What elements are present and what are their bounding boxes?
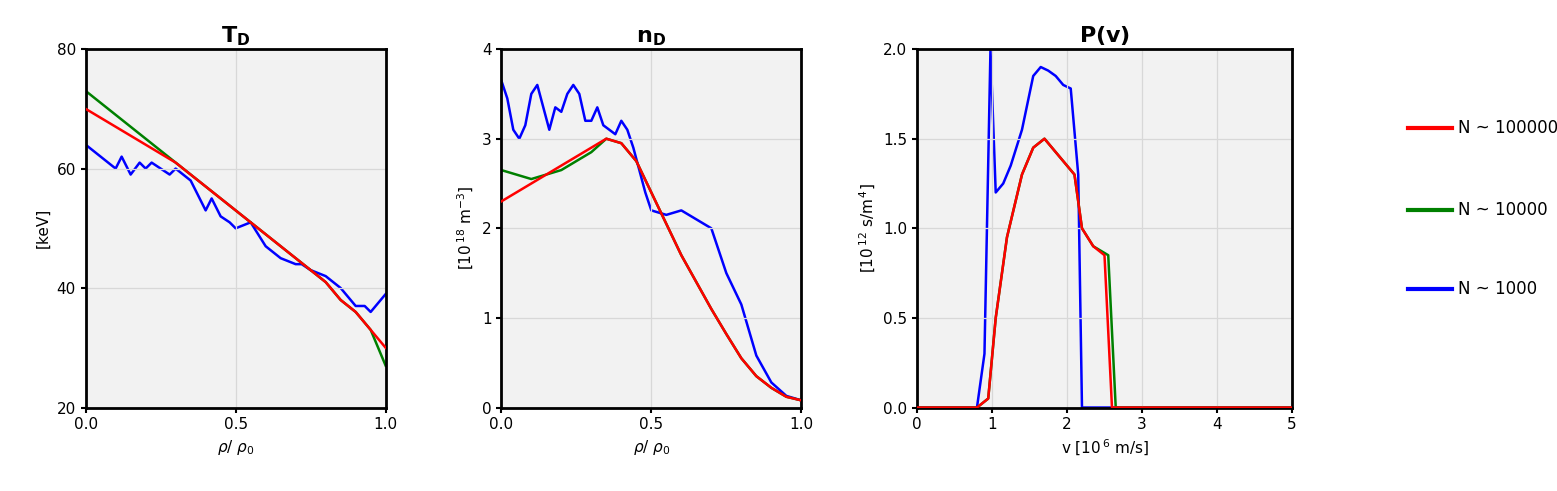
Y-axis label: [$10^{\,12}$ s/m$^{\,4}$]: [$10^{\,12}$ s/m$^{\,4}$] <box>858 183 878 273</box>
Text: N ~ 100000: N ~ 100000 <box>1457 119 1557 137</box>
X-axis label: v [$10^{\,6}$ m/s]: v [$10^{\,6}$ m/s] <box>1060 438 1149 458</box>
Text: N ~ 1000: N ~ 1000 <box>1457 280 1537 298</box>
X-axis label: $\rho$/ $\rho_0$: $\rho$/ $\rho_0$ <box>632 438 670 457</box>
Y-axis label: [keV]: [keV] <box>36 208 51 248</box>
X-axis label: $\rho$/ $\rho_0$: $\rho$/ $\rho_0$ <box>216 438 254 457</box>
Title: $\mathbf{n_D}$: $\mathbf{n_D}$ <box>637 28 666 48</box>
Y-axis label: [$10^{\,18}$ m$^{-3}$]: [$10^{\,18}$ m$^{-3}$] <box>456 186 476 271</box>
Title: $\mathbf{T_D}$: $\mathbf{T_D}$ <box>221 24 251 48</box>
Text: N ~ 10000: N ~ 10000 <box>1457 201 1548 219</box>
Title: $\mathbf{P(v)}$: $\mathbf{P(v)}$ <box>1079 24 1130 47</box>
